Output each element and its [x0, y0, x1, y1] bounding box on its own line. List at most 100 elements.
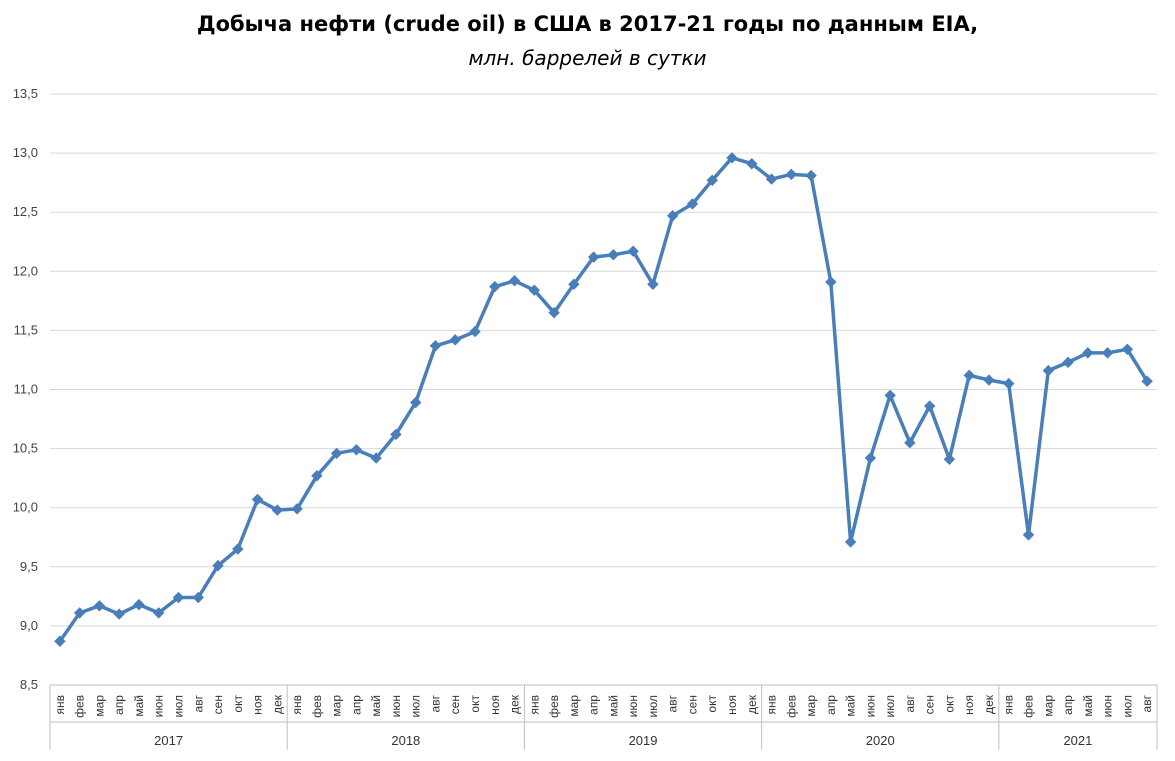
month-tick-label: дек [508, 694, 522, 714]
month-tick-label: окт [468, 695, 482, 713]
year-label: 2017 [154, 733, 183, 748]
month-tick-label: авг [1140, 694, 1154, 712]
year-label: 2018 [391, 733, 420, 748]
chart-subtitle: млн. баррелей в сутки [468, 46, 707, 70]
year-label: 2019 [629, 733, 658, 748]
data-point [1082, 347, 1094, 359]
data-point [251, 493, 264, 506]
y-tick-label: 8,5 [20, 677, 38, 692]
data-point [983, 374, 995, 386]
month-tick-label: июл [646, 695, 660, 717]
month-tick-label: янв [290, 695, 304, 715]
data-point [1101, 347, 1114, 359]
month-tick-label: окт [942, 695, 956, 713]
data-point [330, 447, 343, 460]
month-tick-label: мар [567, 695, 581, 717]
data-point [884, 389, 896, 402]
month-tick-label: сен [448, 695, 462, 714]
data-point [133, 598, 145, 611]
data-point [923, 400, 936, 412]
data-point [172, 591, 185, 604]
data-point [844, 536, 857, 548]
month-tick-label: окт [231, 695, 245, 713]
y-tick-label: 9,0 [20, 618, 38, 633]
month-tick-label: ноя [488, 695, 502, 715]
data-point [1022, 529, 1035, 541]
data-point [212, 559, 224, 572]
data-point [291, 503, 303, 515]
data-point [587, 251, 600, 263]
month-tick-label: фев [310, 695, 324, 718]
month-tick-label: дек [982, 694, 996, 714]
data-point [1121, 343, 1134, 356]
month-tick-label: янв [527, 695, 541, 715]
y-tick-label: 13,0 [13, 145, 38, 160]
month-tick-label: дек [745, 694, 759, 714]
month-tick-label: ноя [725, 695, 739, 715]
month-tick-label: авг [903, 694, 917, 712]
data-point [390, 428, 402, 441]
month-tick-label: фев [547, 695, 561, 718]
month-tick-label: ноя [962, 695, 976, 715]
series-line [58, 156, 1149, 644]
month-tick-label: мар [92, 695, 106, 717]
data-point [1062, 356, 1074, 369]
month-tick-label: мар [1041, 695, 1055, 717]
data-point [1141, 375, 1153, 387]
month-tick-label: июл [1120, 695, 1134, 717]
month-tick-label: ноя [251, 695, 265, 715]
data-point [409, 396, 422, 409]
month-tick-label: май [369, 695, 383, 717]
month-tick-label: июн [626, 695, 640, 717]
data-point [963, 369, 975, 382]
month-tick-label: сен [685, 695, 699, 714]
month-tick-label: май [844, 695, 858, 717]
month-tick-label: фев [73, 695, 87, 718]
month-tick-label: авг [428, 694, 442, 712]
month-tick-label: сен [211, 695, 225, 714]
data-point [113, 608, 125, 620]
month-tick-label: май [606, 695, 620, 717]
year-label: 2020 [866, 733, 895, 748]
month-tick-label: авг [191, 694, 205, 712]
month-tick-label: апр [349, 695, 363, 715]
data-point [1003, 377, 1015, 390]
data-point [943, 453, 956, 465]
data-point [469, 325, 481, 338]
month-tick-label: янв [53, 695, 67, 715]
data-point [192, 591, 204, 604]
month-tick-label: июн [389, 695, 403, 717]
y-tick-label: 10,5 [13, 441, 38, 456]
data-point [271, 504, 284, 516]
y-tick-label: 11,0 [14, 382, 38, 397]
month-tick-label: апр [587, 695, 601, 715]
data-point [706, 174, 718, 186]
y-tick-label: 9,5 [20, 559, 38, 574]
y-tick-label: 11,5 [14, 322, 38, 337]
month-tick-label: июл [883, 695, 897, 717]
month-tick-label: фев [1022, 695, 1036, 718]
data-point [726, 152, 738, 164]
month-tick-label: авг [666, 694, 680, 712]
data-point [904, 436, 916, 449]
data-point [508, 275, 521, 287]
data-point [746, 158, 758, 170]
data-point [93, 600, 106, 612]
month-tick-label: дек [270, 694, 284, 714]
data-point [765, 173, 778, 185]
month-tick-label: апр [112, 695, 126, 715]
month-tick-label: фев [784, 695, 798, 718]
month-tick-label: янв [765, 695, 779, 715]
data-point [429, 340, 442, 352]
month-tick-label: май [1081, 695, 1095, 717]
data-point [73, 607, 86, 619]
year-label: 2021 [1063, 733, 1092, 748]
month-tick-label: янв [1002, 695, 1016, 715]
month-tick-label: июн [152, 695, 166, 717]
chart-title: Добыча нефти (crude oil) в США в 2017-21… [196, 12, 979, 36]
month-tick-label: июл [409, 695, 423, 717]
data-point [489, 280, 501, 293]
month-tick-label: окт [705, 695, 719, 713]
data-point [686, 198, 699, 210]
